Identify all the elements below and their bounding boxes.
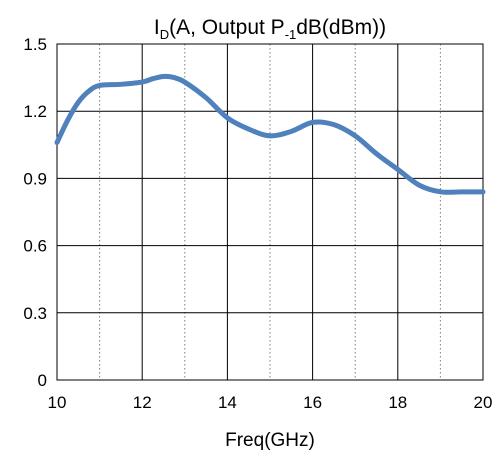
grid xyxy=(56,43,484,381)
series-layer xyxy=(54,73,486,195)
x-tick-label: 12 xyxy=(133,393,152,412)
y-tick-label: 0.3 xyxy=(23,304,47,323)
y-tick-label: 0.6 xyxy=(23,237,47,256)
x-axis-label: Freq(GHz) xyxy=(225,430,315,451)
y-tick-label: 1.2 xyxy=(23,102,47,121)
y-tick-label: 0 xyxy=(38,371,47,390)
x-tick-label: 10 xyxy=(48,393,67,412)
title-part: -1 xyxy=(285,27,297,42)
x-tick-label: 20 xyxy=(474,393,493,412)
title-part: I xyxy=(154,16,160,39)
x-tick-label: 16 xyxy=(303,393,322,412)
y-tick-label: 1.5 xyxy=(23,35,47,54)
title-part: (A, Output P xyxy=(169,16,285,39)
series-line xyxy=(54,73,486,195)
x-tick-label: 14 xyxy=(218,393,237,412)
title-part: dB(dBm)) xyxy=(296,16,386,39)
tick-labels: 10 12 14 16 18 20 0 0.3 0.6 0.9 1.2 1.5 xyxy=(23,35,492,412)
x-tick-label: 18 xyxy=(388,393,407,412)
plot-area-frame xyxy=(56,43,484,381)
y-tick-label: 0.9 xyxy=(23,169,47,188)
chart-title: ID(A, Output P-1dB(dBm)) xyxy=(154,16,386,42)
title-part: D xyxy=(160,27,169,42)
